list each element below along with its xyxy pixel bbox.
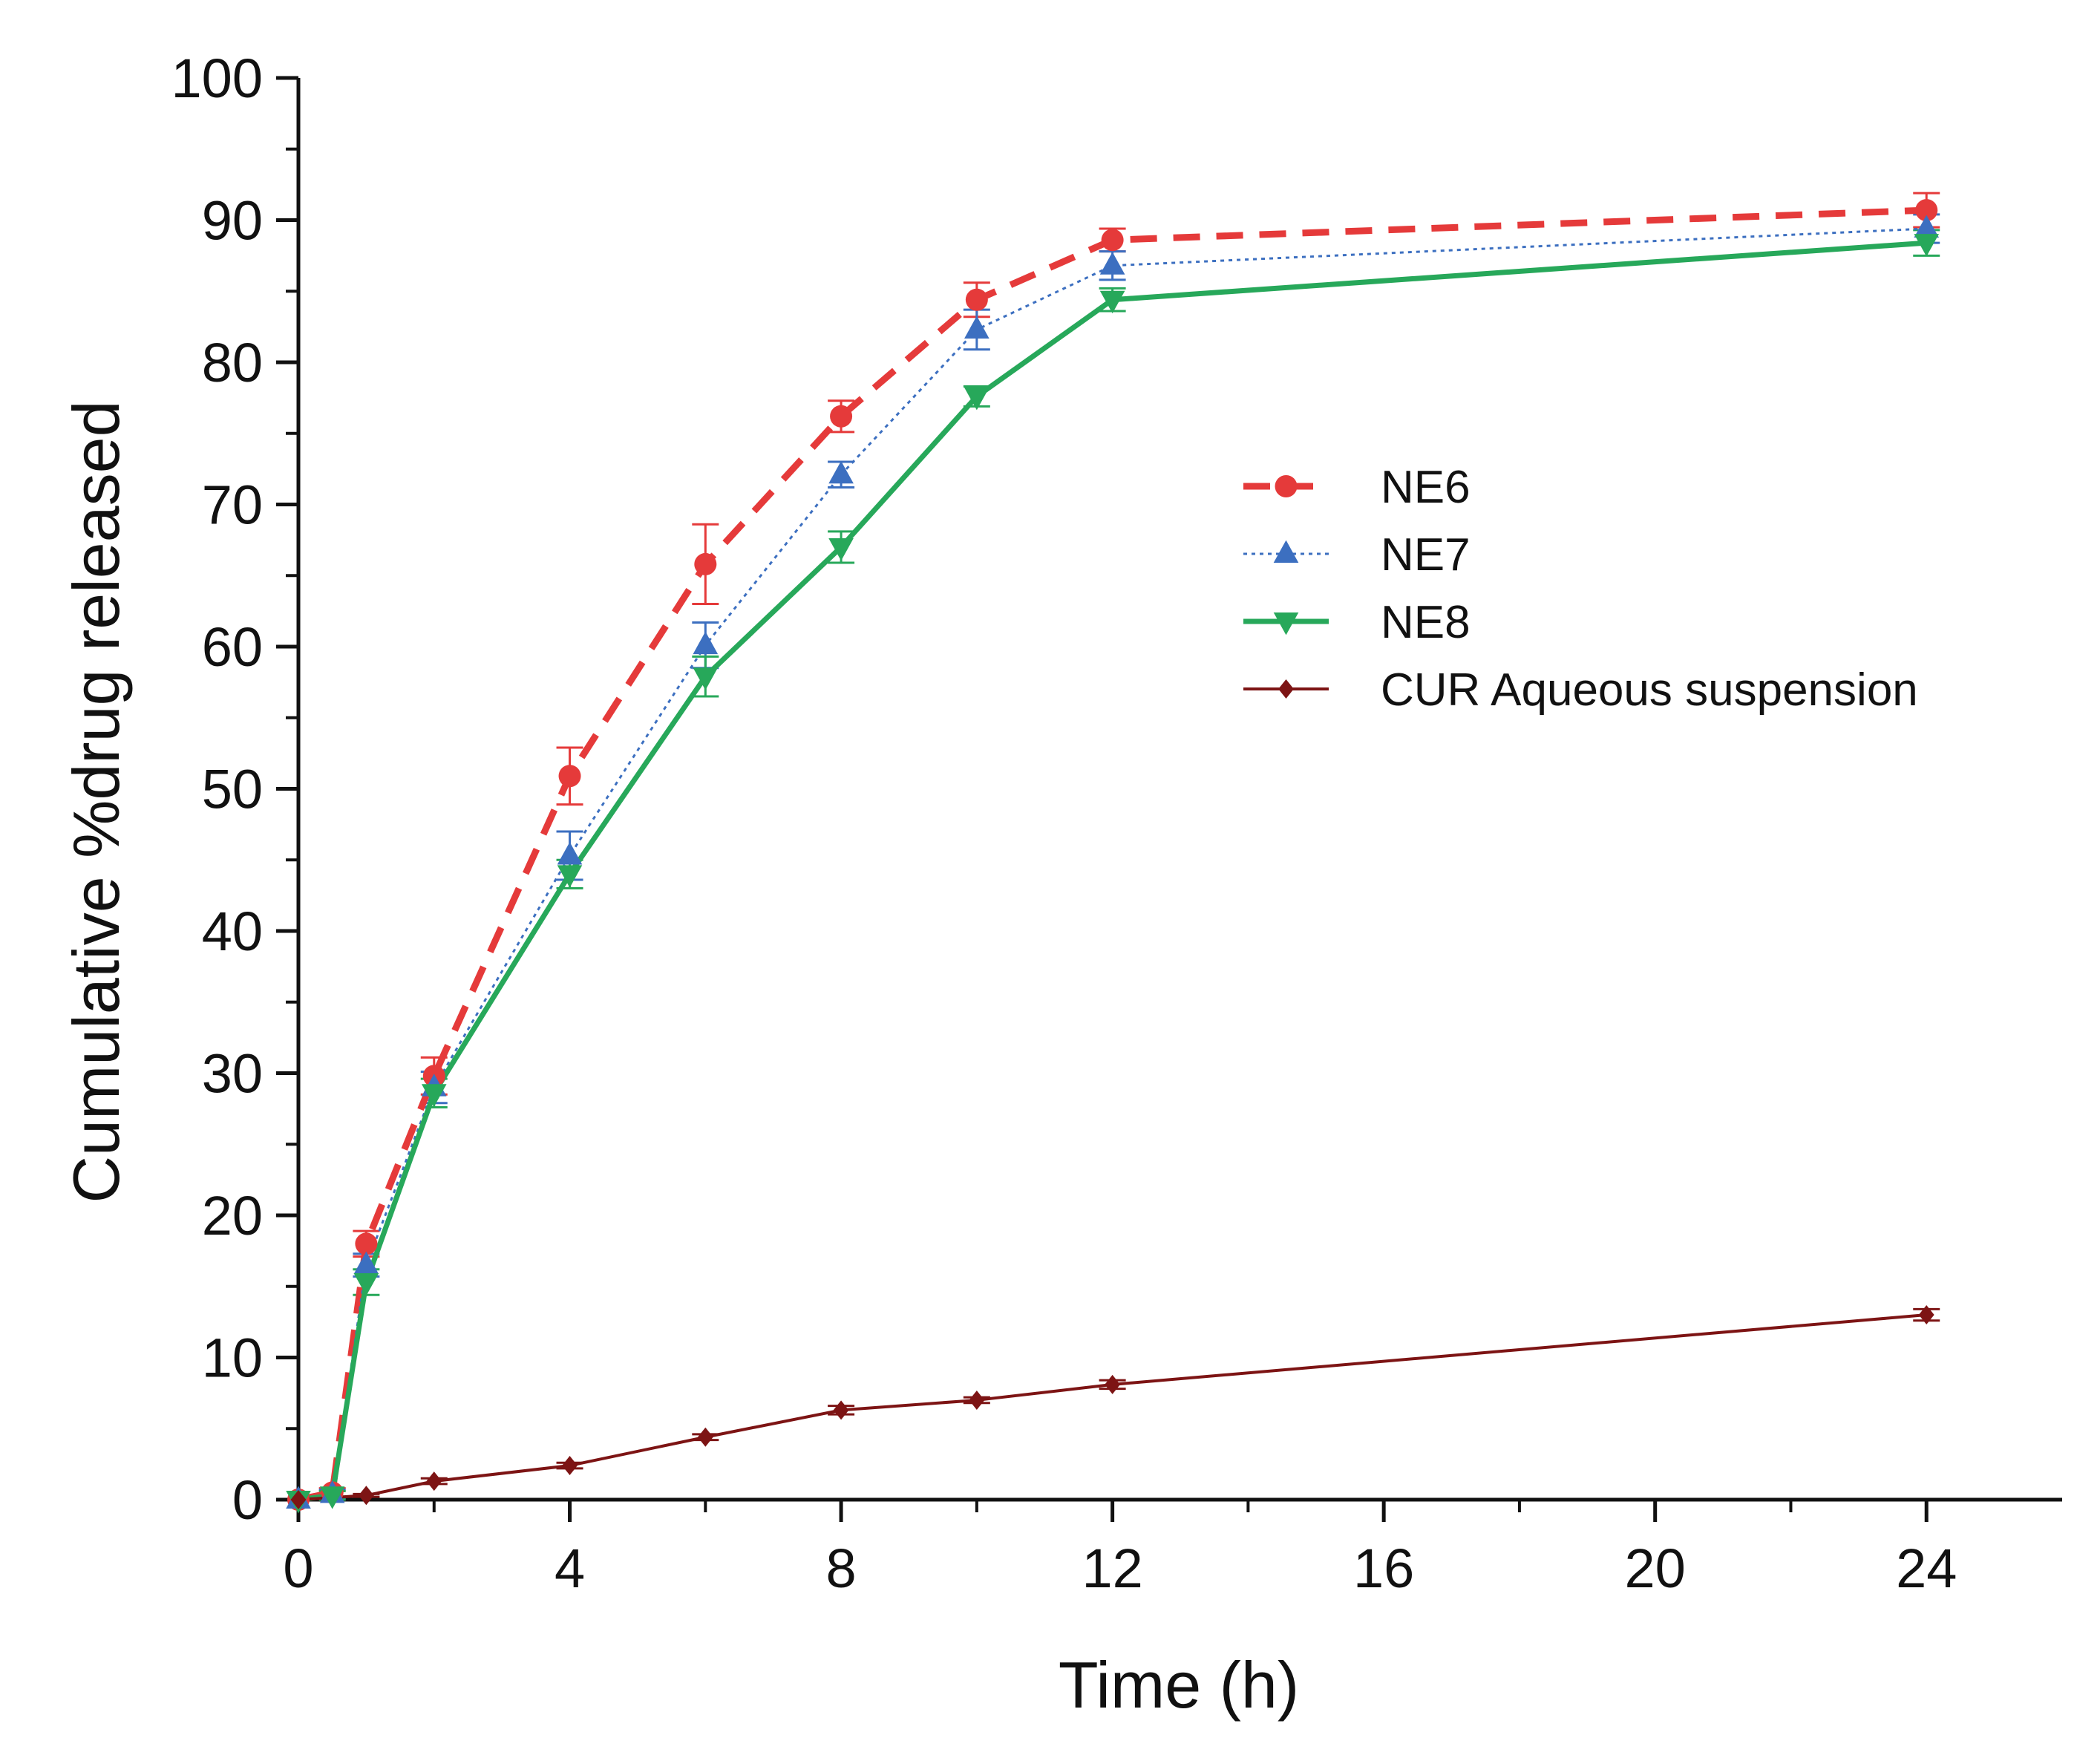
cur-aqueous-suspension-point — [290, 1490, 307, 1509]
ne8-point — [421, 1084, 447, 1107]
ne6-point — [830, 405, 853, 428]
legend-label: NE8 — [1381, 597, 1471, 648]
ne7-point — [828, 460, 854, 484]
y-tick-label: 20 — [202, 1185, 263, 1247]
ne7-point — [1099, 252, 1125, 275]
legend-swatch-marker — [1275, 475, 1298, 497]
y-axis-title: Cumulative %drug released — [59, 400, 133, 1203]
x-tick-label: 4 — [555, 1538, 585, 1599]
x-tick-label: 16 — [1353, 1538, 1414, 1599]
x-tick-label: 20 — [1625, 1538, 1686, 1599]
ne8-line — [298, 240, 1927, 1503]
ne6-line — [298, 206, 1927, 1503]
series-markers — [286, 199, 1940, 1514]
ne6-point — [558, 765, 581, 788]
series-lines — [298, 206, 1927, 1503]
ne6-point — [694, 552, 717, 575]
ne6-point — [1101, 229, 1124, 252]
y-tick-label: 0 — [232, 1469, 263, 1531]
legend-label: NE6 — [1381, 462, 1471, 513]
ne7-point — [1914, 215, 1940, 238]
ne8-point — [353, 1273, 379, 1296]
y-tick-label: 30 — [202, 1043, 263, 1105]
legend-swatch-marker — [1273, 540, 1299, 563]
legend-item-ne7: NE7 — [1243, 529, 1471, 581]
legend-swatch-marker — [1273, 612, 1299, 636]
ne6-point — [355, 1232, 378, 1255]
y-tick-label: 90 — [202, 190, 263, 252]
axes: 0 4 8 12 16 20 24 0 10 20 30 40 50 60 70 80 90 100 — [171, 48, 2062, 1599]
cur-aqueous-suspension-point — [697, 1427, 713, 1447]
x-tick-label: 8 — [825, 1538, 856, 1599]
ne6-point — [965, 288, 988, 311]
cur-aqueous-suspension-point — [969, 1390, 985, 1410]
ne8-point — [964, 387, 990, 411]
legend-label: NE7 — [1381, 529, 1471, 581]
legend-item-cur-aqueous-suspension: CUR Aqueous suspension — [1243, 664, 1918, 716]
cur-aqueous-suspension-point — [562, 1456, 578, 1476]
y-tick-label: 80 — [202, 332, 263, 393]
legend-item-ne8: NE8 — [1243, 597, 1471, 648]
y-tick-label: 40 — [202, 901, 263, 962]
legend-item-ne6: NE6 — [1243, 462, 1471, 513]
cur-aqueous-suspension-point — [358, 1486, 374, 1506]
ne7-point — [964, 316, 990, 339]
y-tick-label: 70 — [202, 474, 263, 536]
ne7-point — [557, 842, 583, 865]
x-tick-label: 0 — [283, 1538, 313, 1599]
ne8-point — [693, 667, 719, 690]
cur-aqueous-suspension-point — [426, 1471, 442, 1492]
x-tick-label: 12 — [1082, 1538, 1142, 1599]
y-tick-label: 100 — [171, 48, 263, 109]
cur-aqueous-suspension-line — [298, 1313, 1927, 1501]
legend-swatch-marker — [1278, 679, 1294, 699]
ne8-point — [828, 538, 854, 561]
y-tick-label: 10 — [202, 1327, 263, 1389]
x-axis-title: Time (h) — [1059, 1648, 1299, 1722]
ne7-point — [693, 631, 719, 655]
ne7-point — [353, 1251, 379, 1275]
cur-aqueous-suspension-point — [1105, 1374, 1121, 1394]
error-bars — [318, 192, 1940, 1501]
legend: NE6 NE7 NE8 CUR Aqueous suspension — [1243, 462, 1918, 716]
ne8-point — [557, 865, 583, 888]
x-tick-label: 24 — [1896, 1538, 1957, 1599]
y-tick-label: 50 — [202, 759, 263, 820]
cur-aqueous-suspension-point — [833, 1400, 849, 1420]
ne8-point — [1099, 290, 1125, 314]
ne6-point — [1915, 199, 1938, 222]
cur-aqueous-suspension-point — [1918, 1305, 1934, 1325]
ne8-point — [1914, 234, 1940, 257]
ne7-line — [298, 227, 1927, 1501]
legend-label: CUR Aqueous suspension — [1381, 664, 1918, 716]
y-tick-label: 60 — [202, 616, 263, 678]
ne8-point — [319, 1486, 345, 1509]
